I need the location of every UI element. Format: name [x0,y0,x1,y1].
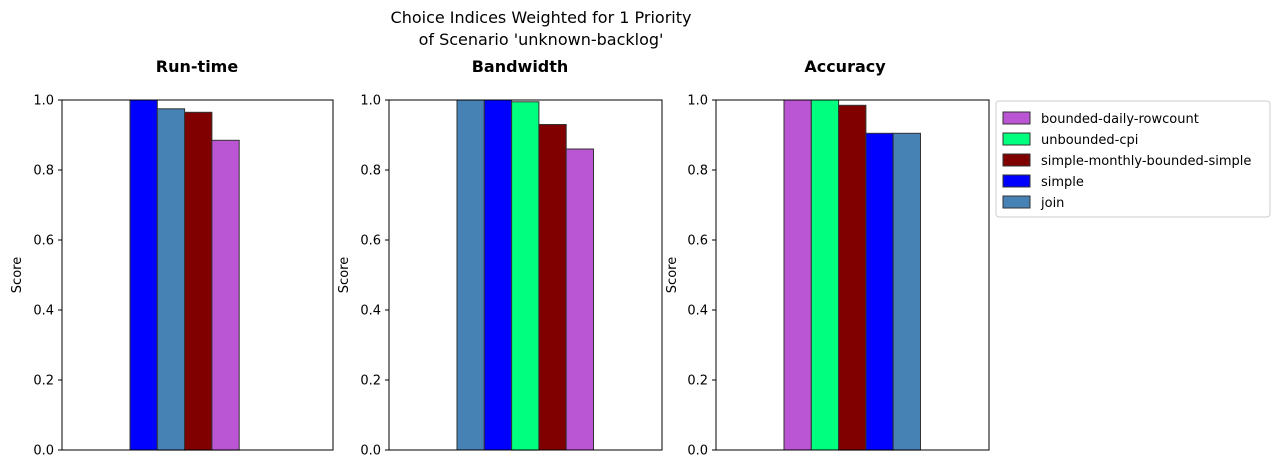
y-tick-label: 0.6 [33,234,54,249]
bar-bounded-daily-rowcount [783,99,812,451]
bar-simple [129,99,158,451]
bar-simple-monthly-bounded-simple [538,124,567,451]
legend-swatch-bounded-daily-rowcount [1002,111,1031,125]
y-axis-label: Score [337,257,352,293]
legend: bounded-daily-rowcount unbounded-cpi simpl… [995,100,1271,218]
legend-swatch-join [1002,195,1031,209]
bars [456,99,595,451]
y-tick-label: 0.8 [687,164,708,179]
y-tick-label: 0.6 [360,234,381,249]
bandwidth-panel: Bandwidth Score 0.0 0.2 0.4 0.6 0.8 1.0 [337,57,663,459]
y-tick-label: 0.0 [33,444,54,459]
y-tick-label: 0.2 [687,374,708,389]
y-tick-label: 0.8 [360,164,381,179]
bar-simple-monthly-bounded-simple [838,104,867,451]
bar-unbounded-cpi [810,99,840,451]
y-axis-label: Score [10,257,25,293]
plot-frame [388,99,663,451]
bar-join [892,132,922,451]
legend-label-simple-monthly-bounded-simple: simple-monthly-bounded-simple [1041,154,1251,169]
y-ticks: 0.0 0.2 0.4 0.6 0.8 1.0 [33,94,62,459]
bars [783,99,922,451]
suptitle-line2: of Scenario 'unknown-backlog' [419,30,664,49]
y-tick-label: 1.0 [360,94,381,109]
legend-swatch-simple [1002,174,1031,188]
plot-frame [61,99,334,451]
legend-swatch-unbounded-cpi [1002,132,1031,146]
bar-simple [483,99,513,451]
bar-bounded-daily-rowcount [565,148,595,451]
y-tick-label: 0.8 [33,164,54,179]
legend-label-unbounded-cpi: unbounded-cpi [1041,133,1138,148]
y-ticks: 0.0 0.2 0.4 0.6 0.8 1.0 [360,94,389,459]
bar-join [156,108,186,451]
suptitle-line1: Choice Indices Weighted for 1 Priority [391,8,692,27]
panel-title: Bandwidth [472,57,569,76]
y-tick-label: 1.0 [33,94,54,109]
panel-title: Run-time [156,57,239,76]
plot-frame [715,99,990,451]
y-tick-label: 0.4 [360,304,381,319]
y-tick-label: 0.0 [360,444,381,459]
bar-simple [865,132,894,451]
legend-label-bounded-daily-rowcount: bounded-daily-rowcount [1041,112,1199,127]
legend-label-simple: simple [1041,175,1084,190]
bar-unbounded-cpi [511,101,540,451]
y-tick-label: 0.4 [33,304,54,319]
legend-label-join: join [1040,196,1064,211]
runtime-panel: Run-time Score 0.0 0.2 0.4 0.6 0.8 1.0 [10,57,334,459]
bar-join [456,99,485,451]
bars [129,99,240,451]
bar-bounded-daily-rowcount [211,139,240,451]
y-tick-label: 0.2 [360,374,381,389]
panel-title: Accuracy [804,57,886,76]
y-tick-label: 0.4 [687,304,708,319]
y-tick-label: 0.2 [33,374,54,389]
y-tick-label: 0.6 [687,234,708,249]
y-ticks: 0.0 0.2 0.4 0.6 0.8 1.0 [687,94,716,459]
y-axis-label: Score [665,257,680,293]
y-tick-label: 0.0 [687,444,708,459]
y-tick-label: 1.0 [687,94,708,109]
legend-swatch-simple-monthly-bounded-simple [1002,153,1031,167]
accuracy-panel: Accuracy Score 0.0 0.2 0.4 0.6 0.8 1.0 [665,57,990,459]
bar-simple-monthly-bounded-simple [184,111,213,451]
legend-frame [995,100,1271,218]
